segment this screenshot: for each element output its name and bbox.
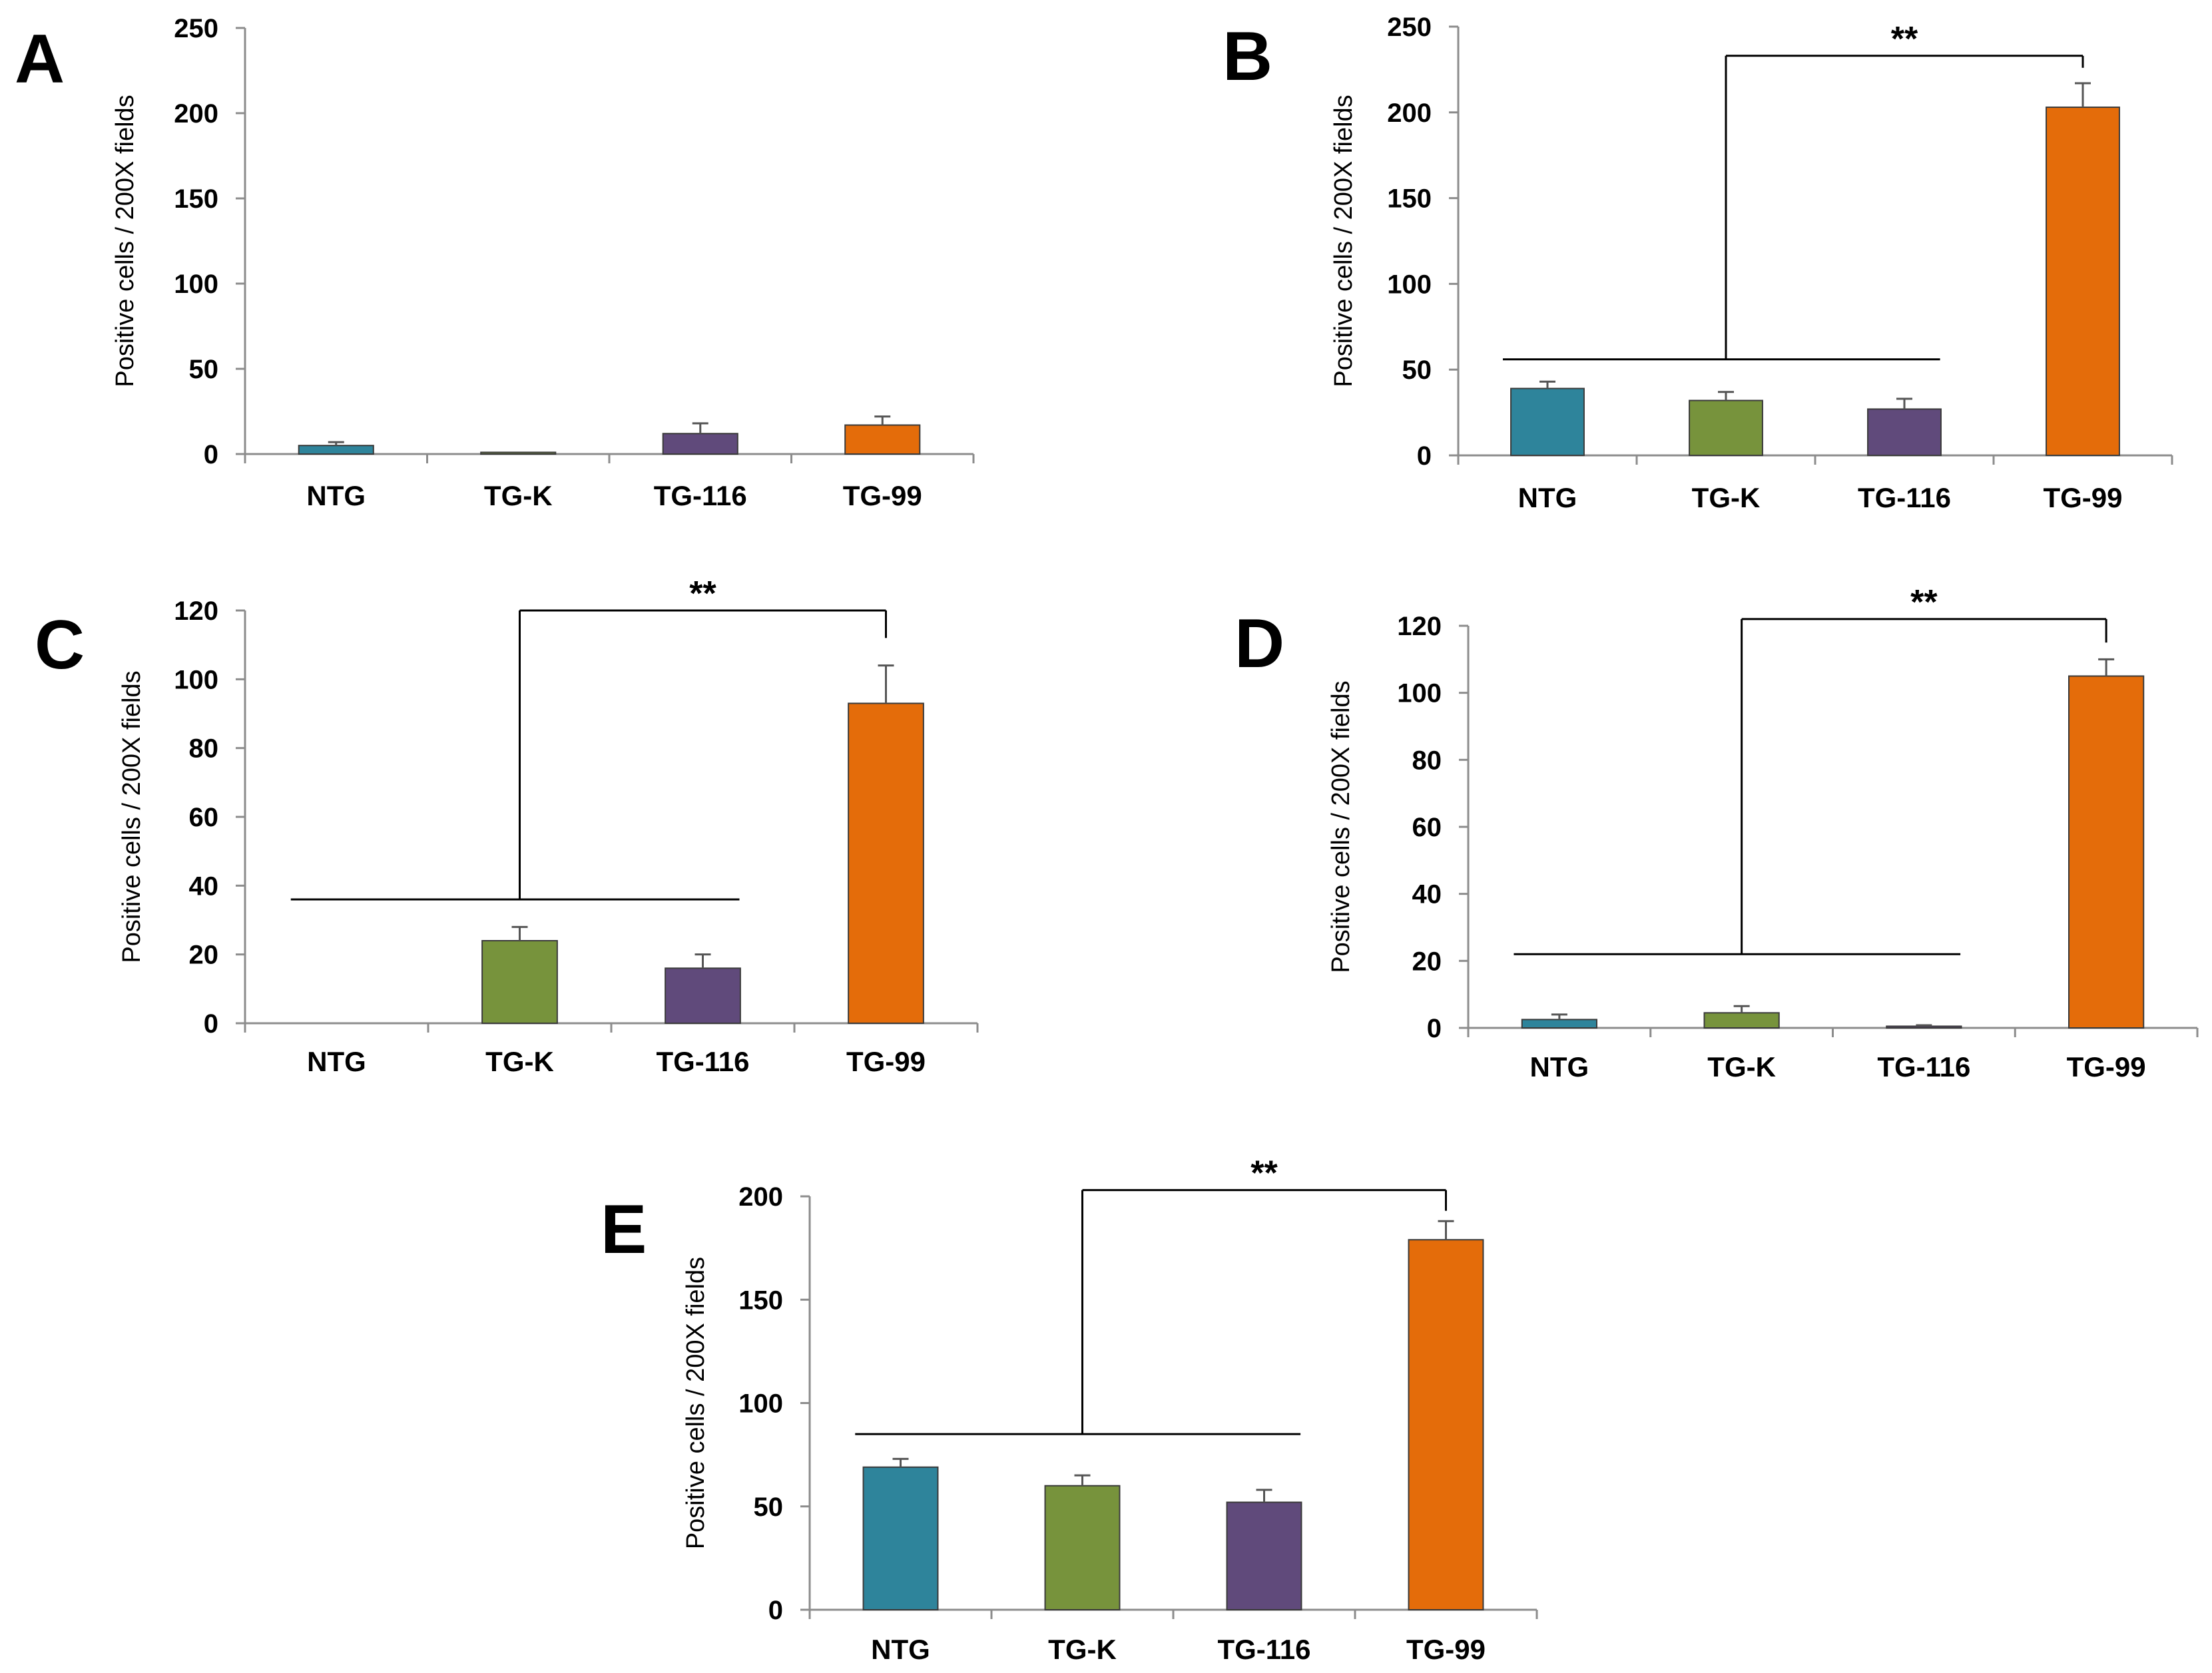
- x-tick-label-b-tg-99: TG-99: [2043, 482, 2122, 513]
- x-tick-label-b-ntg: NTG: [1518, 482, 1577, 513]
- x-tick-label-c-ntg: NTG: [307, 1046, 366, 1077]
- y-tick-label-d: 100: [1397, 679, 1442, 708]
- y-tick-label-b: 150: [1387, 184, 1432, 214]
- y-tick-label-e: 200: [738, 1182, 783, 1212]
- x-tick-label-a-ntg: NTG: [306, 480, 366, 511]
- y-tick-label-c: 120: [174, 597, 218, 626]
- bar-b-tg-k: [1689, 399, 1763, 456]
- panel-e: E 0 50 100 150 200 Positive cells / 200X field…: [601, 1154, 1538, 1665]
- y-tick-label-c: 0: [204, 1009, 218, 1039]
- x-tick-label-a-tg-k: TG-K: [484, 480, 553, 511]
- y-tick-label-d: 80: [1412, 746, 1442, 775]
- x-tick-label-a-tg-116: TG-116: [654, 480, 747, 511]
- y-tick-label-d: 120: [1397, 612, 1442, 641]
- panel-a: A 0 50 100 150 200 250 Positive cells / 200X fi…: [15, 14, 975, 511]
- y-tick-label-e: 50: [754, 1493, 784, 1522]
- significance-label-b: **: [1891, 20, 1918, 59]
- bar-a-tg-116: [662, 433, 738, 455]
- y-axis-label-d: Positive cells / 200X fields: [1327, 680, 1355, 973]
- x-tick-label-b-tg-116: TG-116: [1858, 482, 1951, 513]
- x-tick-label-e-ntg: NTG: [871, 1634, 930, 1665]
- x-tick-label-d-tg-99: TG-99: [2067, 1051, 2146, 1082]
- panel-c: C 0 20 40 60 80 100 120 Positive cells / 200X fi…: [35, 575, 979, 1077]
- bar-d-tg-116: [1886, 1025, 1962, 1029]
- panel-label-e: E: [601, 1191, 647, 1268]
- bar-e-tg-99: [1408, 1239, 1484, 1610]
- y-axis-label-a: Positive cells / 200X fields: [111, 95, 139, 387]
- panel-label-b: B: [1223, 18, 1272, 95]
- y-tick-label-e: 0: [768, 1596, 783, 1625]
- panel-label-d: D: [1235, 605, 1284, 682]
- bar-b-tg-99: [2046, 107, 2120, 456]
- bar-a-ntg: [298, 445, 374, 455]
- y-tick-label-b: 200: [1387, 99, 1432, 128]
- panel-b: B 0 50 100 150 200 250 Positive cells / 200X fi…: [1223, 13, 2173, 513]
- y-tick-label-a: 100: [174, 270, 218, 299]
- bar-b-tg-116: [1867, 408, 1942, 456]
- y-tick-label-a: 0: [204, 440, 218, 469]
- y-tick-label-a: 150: [174, 184, 218, 214]
- significance-label-c: **: [689, 575, 716, 613]
- y-axis-label-b: Positive cells / 200X fields: [1330, 95, 1358, 387]
- y-tick-label-d: 20: [1412, 947, 1442, 976]
- x-tick-label-c-tg-99: TG-99: [846, 1046, 926, 1077]
- x-tick-label-b-tg-k: TG-K: [1692, 482, 1761, 513]
- bar-d-tg-k: [1703, 1012, 1780, 1029]
- bar-e-tg-k: [1044, 1485, 1121, 1610]
- x-tick-label-e-tg-116: TG-116: [1217, 1634, 1310, 1665]
- bar-d-ntg: [1521, 1019, 1597, 1029]
- bar-a-tg-99: [844, 424, 921, 455]
- y-tick-label-b: 100: [1387, 270, 1432, 299]
- y-tick-label-c: 40: [189, 871, 219, 901]
- y-tick-label-a: 200: [174, 99, 218, 128]
- y-tick-label-b: 0: [1417, 441, 1432, 471]
- y-tick-label-a: 250: [174, 14, 218, 43]
- x-tick-label-c-tg-116: TG-116: [656, 1046, 749, 1077]
- significance-label-e: **: [1250, 1154, 1278, 1193]
- x-tick-label-a-tg-99: TG-99: [843, 480, 922, 511]
- panel-label-a: A: [15, 21, 65, 98]
- bar-a-tg-k: [480, 451, 557, 455]
- bar-b-ntg: [1510, 387, 1585, 457]
- y-tick-label-b: 250: [1387, 13, 1432, 42]
- y-tick-label-d: 60: [1412, 813, 1442, 842]
- y-tick-label-c: 100: [174, 665, 218, 694]
- x-tick-label-e-tg-99: TG-99: [1406, 1634, 1486, 1665]
- x-tick-label-e-tg-k: TG-K: [1048, 1634, 1117, 1665]
- panel-label-c: C: [35, 606, 85, 684]
- y-axis-label-e: Positive cells / 200X fields: [682, 1257, 710, 1549]
- x-tick-label-d-ntg: NTG: [1530, 1051, 1589, 1082]
- y-tick-label-c: 60: [189, 803, 219, 832]
- y-tick-label-d: 0: [1427, 1014, 1442, 1043]
- bar-c-tg-k: [481, 940, 558, 1024]
- y-tick-label-e: 100: [738, 1389, 783, 1419]
- y-axis-label-c: Positive cells / 200X fields: [118, 670, 146, 963]
- y-tick-label-a: 50: [189, 355, 219, 384]
- significance-label-d: **: [1910, 583, 1938, 622]
- y-tick-label-b: 50: [1402, 356, 1432, 385]
- y-tick-label-c: 80: [189, 734, 219, 764]
- bar-e-ntg: [862, 1466, 939, 1610]
- x-tick-label-d-tg-116: TG-116: [1877, 1051, 1970, 1082]
- panel-d: D 0 20 40 60 80 100 120 Positive cells / 200X fi…: [1235, 583, 2199, 1082]
- x-tick-label-d-tg-k: TG-K: [1707, 1051, 1776, 1082]
- x-tick-label-c-tg-k: TG-K: [485, 1046, 554, 1077]
- y-tick-label-d: 40: [1412, 880, 1442, 909]
- bar-c-tg-116: [665, 967, 741, 1025]
- bar-e-tg-116: [1226, 1501, 1302, 1611]
- y-tick-label-e: 150: [738, 1286, 783, 1315]
- bar-c-tg-99: [848, 702, 924, 1024]
- bar-d-tg-99: [2068, 675, 2145, 1029]
- y-tick-label-c: 20: [189, 941, 219, 970]
